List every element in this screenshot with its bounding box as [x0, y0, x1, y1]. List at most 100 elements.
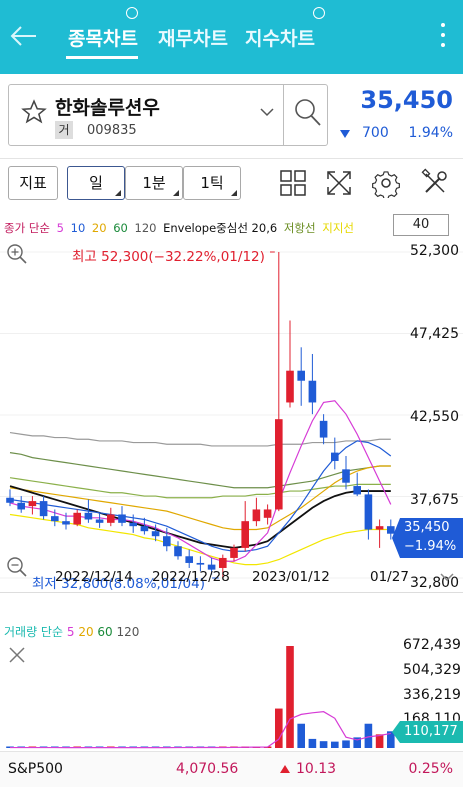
candle-body [140, 526, 149, 532]
zoom-in-icon[interactable] [6, 243, 28, 265]
grid-layout-icon[interactable] [278, 168, 308, 198]
candle-body [364, 494, 373, 530]
date-axis-label: 2022/12/14 [55, 569, 133, 585]
tab-financial-chart[interactable]: 재무차트 [158, 28, 228, 50]
tools-icon[interactable] [420, 168, 450, 198]
active-tab-indicator [66, 56, 138, 59]
index-ticker-bar[interactable]: S&P500 4,070.56 10.13 0.25% [0, 751, 463, 787]
series-line-res [9, 477, 391, 499]
legend-envelope: Envelope중심선 20,6 [163, 221, 278, 235]
legend-ma10: 10 [70, 221, 86, 235]
candle-body [219, 557, 227, 568]
more-menu-icon[interactable] [438, 20, 448, 52]
stock-code: 009835 [87, 123, 137, 138]
tab-index-chart[interactable]: 지수차트 [245, 28, 315, 50]
candle-body [95, 519, 104, 523]
volume-legend[interactable]: 거래량 단순 5 20 60 120 [4, 623, 139, 640]
search-icon[interactable] [293, 97, 323, 129]
legend-ma120: 120 [134, 221, 157, 235]
volume-bar [319, 741, 328, 748]
gear-icon[interactable] [371, 168, 401, 198]
volume-bar [364, 723, 373, 748]
candle-body [207, 564, 216, 570]
candle-body [353, 486, 361, 495]
chevron-down-icon[interactable] [260, 107, 274, 117]
volume-bar [353, 737, 361, 748]
zoom-out-icon[interactable] [6, 556, 28, 578]
series-line-env [9, 485, 391, 549]
candle-body [342, 469, 350, 483]
date-axis-label: 2023/01/12 [252, 569, 330, 585]
period-day-button[interactable]: 일 [67, 166, 125, 200]
high-price-annotation: 최고 52,300(−32.22%,01/12) [72, 249, 265, 265]
index-name: S&P500 [8, 761, 63, 777]
series-line-ma60 [9, 452, 391, 489]
candle-body [230, 547, 238, 558]
candle-body [174, 546, 182, 557]
period-minute-button[interactable]: 1분 [125, 166, 183, 200]
series-line-ma5 [9, 400, 392, 562]
candle-body [163, 536, 171, 547]
market-tag: 거 [55, 121, 73, 139]
back-arrow-icon[interactable] [8, 22, 40, 50]
divider [283, 85, 284, 145]
star-favorite-icon[interactable] [21, 99, 47, 125]
up-triangle-icon [280, 765, 290, 773]
volume-bar [6, 746, 14, 748]
vol-legend-ma120: 120 [116, 625, 140, 639]
period-minute-label: 1분 [142, 174, 166, 192]
candle-body [319, 420, 328, 438]
vol-legend-ma20: 20 [78, 625, 94, 639]
volume-bar [275, 708, 283, 748]
volume-bar [375, 734, 384, 748]
period-tick-button[interactable]: 1틱 [183, 166, 241, 200]
series-line-ma120 [9, 431, 391, 447]
candle-body [151, 531, 160, 537]
price-axis-label: 47,425 [410, 326, 459, 342]
volume-axis-label: 672,439 [403, 637, 461, 653]
tab-stock-chart[interactable]: 종목차트 [68, 28, 138, 50]
candle-body [297, 370, 305, 381]
candle-body [185, 556, 193, 563]
candle-body [84, 512, 93, 520]
series-line-ma20 [9, 465, 391, 531]
series-line-ma10 [9, 440, 392, 552]
volume-axis-label: 336,219 [403, 687, 461, 703]
top-app-bar: 종목차트 재무차트 지수차트 [0, 0, 463, 74]
legend-support: 지지선 [322, 221, 354, 235]
candle-body [28, 501, 37, 507]
low-price-annotation: 최저 32,800(8.08%,01/04) [32, 576, 205, 592]
vol-legend-simple: 거래량 단순 [4, 625, 64, 639]
expand-icon[interactable] [324, 168, 354, 198]
candle-body [308, 380, 317, 403]
candle-body [286, 370, 294, 403]
legend-resistance: 저항선 [283, 221, 316, 235]
period-count-input[interactable]: 40 [393, 214, 449, 236]
candle-body [129, 522, 137, 527]
candle-body [387, 526, 395, 534]
tab-badge-icon [126, 7, 138, 19]
current-price-tag: 35,450 −1.94% [392, 518, 463, 558]
index-change: 10.13 [296, 761, 337, 777]
down-triangle-icon [340, 130, 350, 138]
volume-ma5-line [9, 711, 391, 749]
period-day-label: 일 [89, 174, 103, 192]
current-price-tag-percent: −1.94% [404, 539, 457, 554]
volume-bar [342, 740, 350, 748]
tab-badge-icon [313, 7, 325, 19]
price-change-percent: 1.94% [408, 125, 453, 141]
legend-close-simple: 종가 단순 [4, 221, 50, 235]
legend-ma20: 20 [91, 221, 107, 235]
divider [0, 592, 463, 593]
close-icon[interactable] [8, 646, 26, 664]
indicator-button[interactable]: 지표 [8, 166, 58, 200]
chevron-down-icon[interactable] [440, 572, 454, 582]
price-chart[interactable] [0, 240, 463, 590]
candle-body [51, 516, 59, 522]
stock-selector[interactable]: 한화솔루션우 거 009835 [8, 84, 328, 146]
current-volume-tag: 110,177 [392, 721, 463, 743]
indicator-legend[interactable]: 종가 단순 5 10 20 60 120 Envelope중심선 20,6 저항… [4, 220, 357, 236]
divider [0, 158, 463, 159]
candle-body [275, 419, 283, 510]
volume-chart[interactable] [0, 640, 463, 750]
